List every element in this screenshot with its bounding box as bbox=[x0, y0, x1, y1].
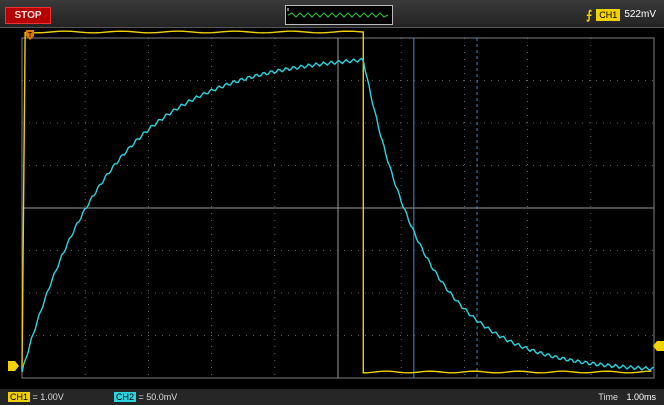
svg-text:T: T bbox=[27, 31, 33, 39]
ch1-scale-readout[interactable]: CH1 = 1.00V bbox=[8, 389, 64, 405]
waveform-display[interactable]: T bbox=[0, 28, 664, 384]
status-bar: STOP ⨍ CH1 522mV bbox=[0, 0, 664, 28]
trigger-level-marker[interactable] bbox=[653, 341, 664, 351]
trigger-level: 522mV bbox=[624, 9, 656, 20]
trigger-time-marker[interactable]: T bbox=[26, 30, 34, 40]
ch2-scale: = 50.0mV bbox=[138, 392, 178, 402]
ch1-ground-marker[interactable] bbox=[8, 361, 19, 371]
trigger-channel: CH1 bbox=[596, 8, 621, 21]
ch1-scale: = 1.00V bbox=[32, 392, 64, 402]
timebase-readout[interactable]: Time 1.00ms bbox=[598, 389, 656, 405]
graticule bbox=[21, 37, 655, 379]
rising-edge-icon: ⨍ bbox=[586, 7, 593, 22]
time-label: Time bbox=[598, 392, 618, 402]
settings-bar: CH1 = 1.00V CH2 = 50.0mV Time 1.00ms bbox=[0, 389, 664, 405]
ch1-waveform bbox=[21, 30, 652, 374]
ch1-tag: CH1 bbox=[8, 392, 31, 402]
run-stop-button[interactable]: STOP bbox=[5, 7, 51, 24]
time-scale: 1.00ms bbox=[626, 392, 656, 402]
overview-waveform bbox=[287, 8, 389, 18]
ch2-waveform bbox=[21, 57, 654, 373]
ch2-scale-readout[interactable]: CH2 = 50.0mV bbox=[114, 389, 177, 405]
trigger-status: ⨍ CH1 522mV bbox=[586, 7, 656, 22]
ch2-tag: CH2 bbox=[114, 392, 137, 402]
timebase-overview[interactable] bbox=[285, 5, 393, 25]
